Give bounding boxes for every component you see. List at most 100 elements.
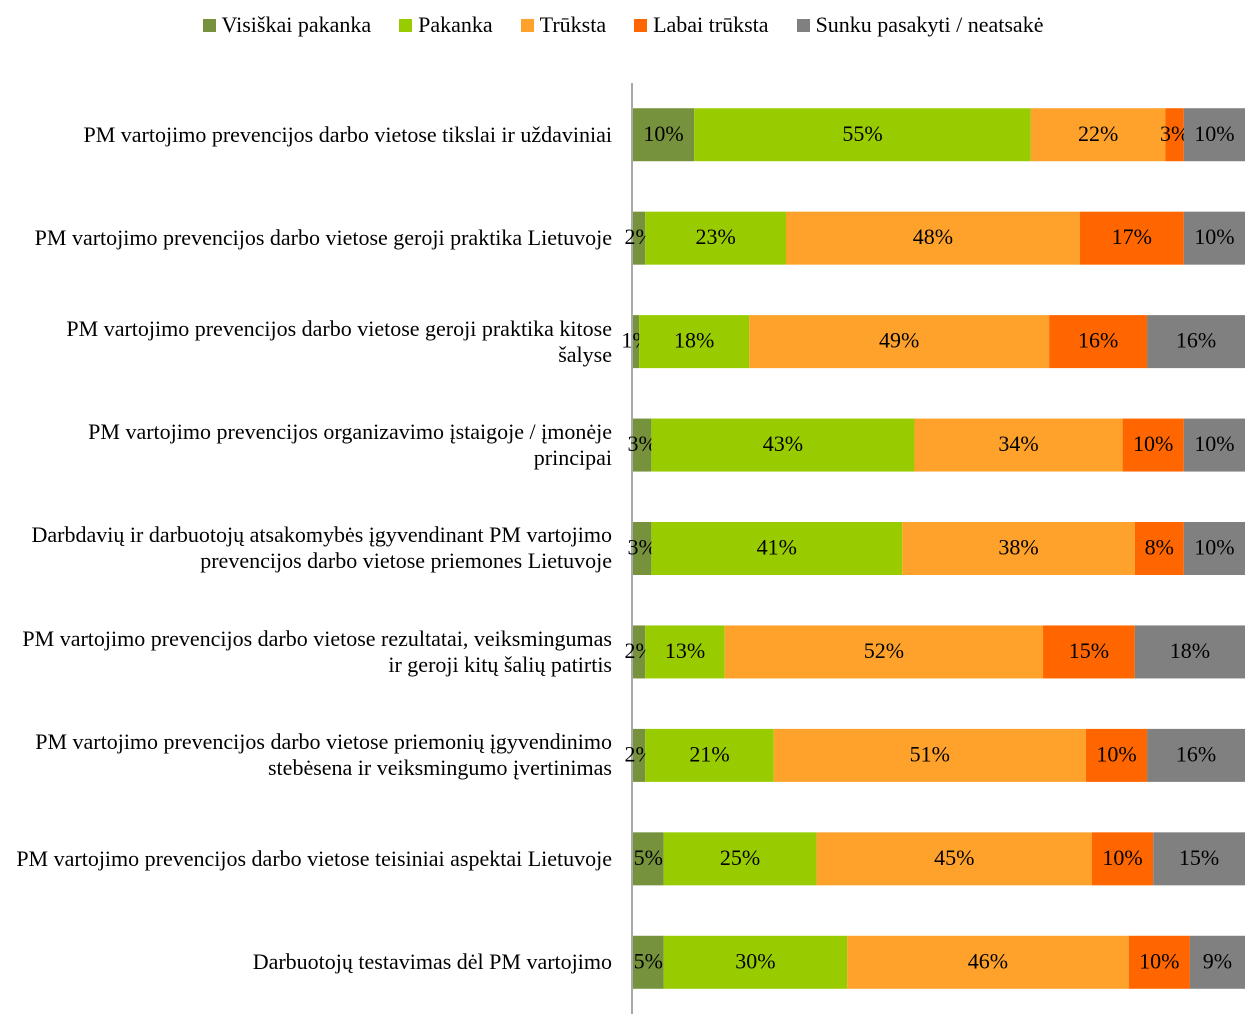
bar-segment — [639, 315, 750, 369]
data-label: 18% — [1170, 638, 1210, 663]
data-label: 15% — [1179, 845, 1219, 870]
legend-item: Sunku pasakyti / neatsakė — [796, 12, 1044, 38]
category-label: PM vartojimo prevencijos darbo vietose t… — [16, 845, 612, 871]
data-label: 22% — [1078, 121, 1118, 146]
bar-segment — [1189, 935, 1245, 989]
bar-segment — [651, 522, 903, 575]
data-label: 10% — [1133, 431, 1173, 456]
legend-item: Pakanka — [399, 12, 493, 38]
legend-label: Trūksta — [539, 12, 607, 37]
legend-label: Pakanka — [418, 12, 493, 37]
data-label: 9% — [1203, 948, 1232, 973]
bar-segment — [663, 832, 817, 886]
legend-item: Labai trūksta — [634, 12, 769, 38]
category-label: PM vartojimo prevencijos darbo vietose r… — [22, 625, 612, 677]
bar-segment — [633, 108, 695, 162]
data-label: 48% — [913, 224, 953, 249]
bar-segment — [633, 211, 646, 265]
data-label: 21% — [689, 741, 729, 766]
data-label: 10% — [1139, 948, 1179, 973]
bar-segment — [816, 832, 1092, 886]
bar-segment — [1128, 935, 1190, 989]
data-label: 10% — [1102, 845, 1142, 870]
bar-segment — [645, 625, 725, 679]
bar-segment — [1134, 625, 1245, 679]
data-label: 51% — [910, 741, 950, 766]
bar-segment — [694, 108, 1031, 162]
bar-segment — [1030, 108, 1166, 162]
category-label: PM vartojimo prevencijos organizavimo įs… — [88, 419, 612, 471]
data-label: 10% — [1194, 431, 1234, 456]
bar-segment — [1147, 315, 1245, 369]
bar-segment — [1079, 211, 1184, 265]
category-label: Darbdavių ir darbuotojų atsakomybės įgyv… — [31, 522, 612, 574]
bar-segment — [847, 935, 1129, 989]
data-label: 18% — [674, 328, 714, 353]
category-label: PM vartojimo prevencijos darbo vietose p… — [35, 729, 612, 781]
category-label: PM vartojimo prevencijos darbo vietose g… — [66, 315, 612, 367]
data-label: 10% — [1194, 224, 1234, 249]
bar-segment — [633, 522, 652, 575]
data-label: 10% — [1096, 741, 1136, 766]
bar-segment — [1183, 522, 1245, 575]
bar-segment — [633, 728, 646, 782]
bar-segment — [914, 418, 1123, 472]
data-label: 10% — [1194, 535, 1234, 560]
data-label: 10% — [643, 121, 683, 146]
bar-segment — [645, 728, 774, 782]
bar-segment — [645, 211, 786, 265]
bar-segment — [633, 418, 652, 472]
legend-label: Visiškai pakanka — [221, 12, 372, 37]
data-label: 16% — [1176, 741, 1216, 766]
category-label: PM vartojimo prevencijos darbo vietose g… — [34, 225, 612, 251]
data-label: 55% — [842, 121, 882, 146]
bar-segment — [633, 935, 664, 989]
legend-swatch — [796, 18, 810, 32]
data-label: 30% — [735, 948, 775, 973]
data-label: 15% — [1069, 638, 1109, 663]
data-label: 17% — [1112, 224, 1152, 249]
category-label: Darbuotojų testavimas dėl PM vartojimo — [252, 949, 612, 975]
bar-segment — [1134, 522, 1184, 575]
bar-segment — [1043, 625, 1135, 679]
bar-segment — [786, 211, 1080, 265]
bar-segment — [633, 832, 664, 886]
bar-segment — [1183, 108, 1245, 162]
legend-item: Visiškai pakanka — [202, 12, 372, 38]
bar-segment — [1183, 211, 1245, 265]
bar-segment — [651, 418, 915, 472]
bar-segment — [1183, 418, 1245, 472]
legend-swatch — [634, 18, 648, 32]
data-label: 45% — [934, 845, 974, 870]
bar-segment — [1147, 728, 1245, 782]
bar-segment — [773, 728, 1086, 782]
bar-segment — [1153, 832, 1245, 886]
data-label: 13% — [665, 638, 705, 663]
bar-segment — [1049, 315, 1148, 369]
bar-segment — [1085, 728, 1148, 782]
legend-item: Trūksta — [520, 12, 607, 38]
legend: Visiškai pakanka Pakanka Trūksta Labai trūk… — [0, 12, 1246, 38]
data-label: 10% — [1194, 121, 1234, 146]
legend-label: Labai trūksta — [653, 12, 769, 37]
bar-segment — [1165, 108, 1184, 162]
legend-swatch — [520, 18, 534, 32]
data-label: 25% — [720, 845, 760, 870]
data-label: 16% — [1176, 328, 1216, 353]
data-label: 23% — [695, 224, 735, 249]
bar-segment — [1122, 418, 1184, 472]
bar-segment — [724, 625, 1044, 679]
legend-swatch — [202, 18, 216, 32]
data-label: 38% — [998, 535, 1038, 560]
data-label: 52% — [864, 638, 904, 663]
data-label: 16% — [1078, 328, 1118, 353]
bar-segment — [633, 625, 646, 679]
data-label: 49% — [879, 328, 919, 353]
category-label: PM vartojimo prevencijos darbo vietose t… — [83, 121, 613, 147]
legend-label: Sunku pasakyti / neatsakė — [815, 12, 1044, 37]
bar-segment — [633, 315, 640, 369]
data-label: 46% — [968, 948, 1008, 973]
data-label: 43% — [763, 431, 803, 456]
